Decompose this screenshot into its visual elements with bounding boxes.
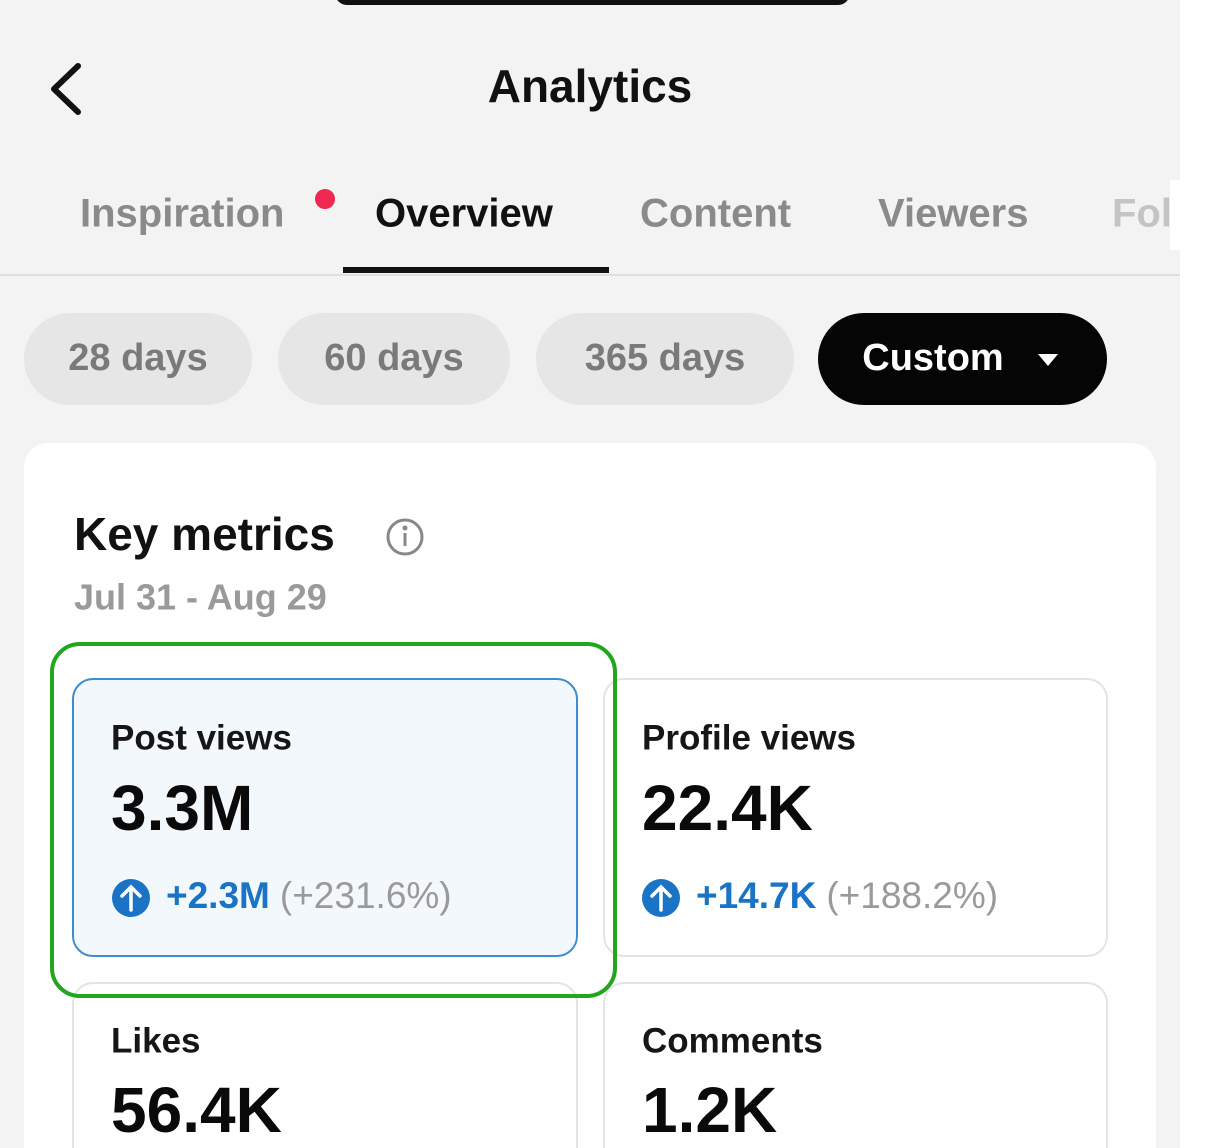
- dropdown-caret: [1038, 354, 1058, 366]
- range-label: 28 days: [68, 337, 207, 379]
- change-value: +2.3M: [166, 875, 270, 916]
- divider: [0, 274, 1180, 276]
- metric-tile-selected[interactable]: [72, 678, 578, 957]
- metric-value: 3.3M: [111, 772, 253, 844]
- change-value: +14.7K: [696, 875, 817, 916]
- metric-label: Post views: [111, 718, 292, 757]
- metric-label: Likes: [111, 1021, 201, 1060]
- tab-underline: [343, 267, 609, 273]
- range-pill[interactable]: [536, 313, 794, 405]
- date-range: Jul 31 - Aug 29: [74, 577, 327, 618]
- metric-label: Profile views: [642, 718, 856, 757]
- tab-active[interactable]: Overview: [375, 192, 554, 236]
- card-title: Key metrics: [74, 508, 335, 560]
- tab-clip: [1170, 180, 1232, 250]
- info-icon[interactable]: [386, 518, 424, 556]
- change-percent: (+231.6%): [280, 875, 452, 916]
- up-icon: [112, 879, 150, 917]
- range-pill-active[interactable]: [818, 313, 1107, 405]
- metric-label: Comments: [642, 1021, 823, 1060]
- metric-value: 56.4K: [111, 1074, 282, 1146]
- range-pill[interactable]: [278, 313, 510, 405]
- page-title: Analytics: [488, 60, 693, 112]
- tab-bar: Inspiration Overview Content Viewers Fol: [0, 180, 1232, 276]
- metric-change: +14.7K (+188.2%): [696, 875, 998, 916]
- metric-value: 22.4K: [642, 772, 813, 844]
- range-label: Custom: [862, 337, 1003, 379]
- metric-tile[interactable]: [72, 982, 578, 1148]
- tab[interactable]: Content: [640, 192, 791, 236]
- range-label: 365 days: [585, 337, 746, 379]
- change-percent: (+188.2%): [826, 875, 998, 916]
- tab[interactable]: Inspiration: [80, 192, 284, 236]
- metric-tile[interactable]: [603, 678, 1108, 957]
- tab[interactable]: Fol: [1112, 192, 1172, 236]
- metric-tile[interactable]: [603, 982, 1108, 1148]
- range-pill[interactable]: [24, 313, 252, 405]
- back-button[interactable]: [51, 63, 81, 115]
- notch: [337, 0, 848, 5]
- metric-value: 1.2K: [642, 1074, 777, 1146]
- range-selector: 28 days 60 days 365 days Custom: [24, 313, 1107, 405]
- highlight-outline: [50, 642, 617, 998]
- notification-dot: [315, 189, 335, 209]
- range-label: 60 days: [324, 337, 463, 379]
- up-icon: [642, 879, 680, 917]
- metric-change: +2.3M (+231.6%): [166, 875, 452, 916]
- tab[interactable]: Viewers: [878, 192, 1029, 236]
- card: [24, 443, 1156, 1148]
